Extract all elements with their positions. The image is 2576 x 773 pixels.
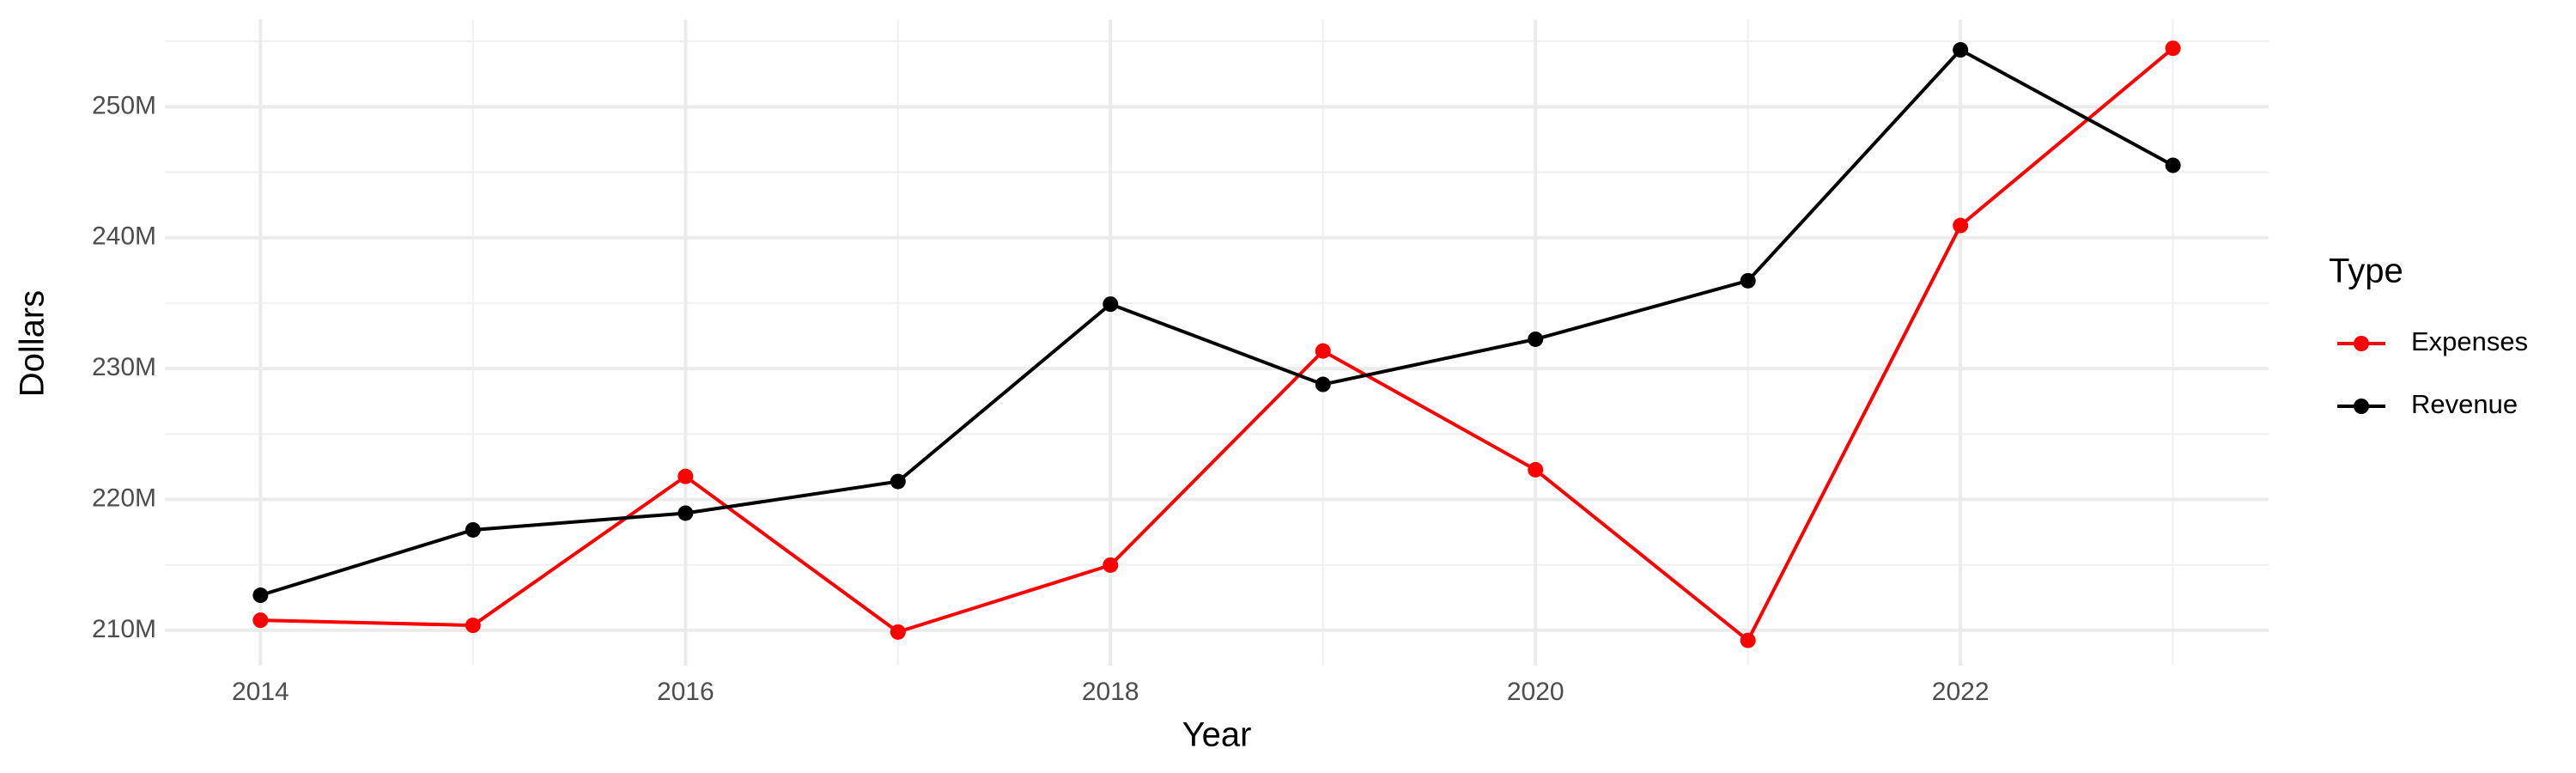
data-point <box>465 618 481 634</box>
data-point <box>2165 157 2181 173</box>
x-tick-label: 2014 <box>232 678 289 706</box>
legend-title: Type <box>2329 253 2403 290</box>
series-line <box>260 46 2174 643</box>
grid <box>165 20 2269 666</box>
legend-key-point <box>2354 336 2369 351</box>
y-tick-label: 240M <box>92 222 156 251</box>
data-point <box>1740 632 1756 648</box>
data-point <box>1740 272 1756 289</box>
data-point <box>1315 376 1331 393</box>
data-point <box>677 468 694 484</box>
x-axis-title: Year <box>1182 716 1252 754</box>
data-point <box>1953 42 1969 58</box>
x-tick-label: 2022 <box>1932 678 1990 706</box>
y-tick-label: 250M <box>92 91 156 119</box>
data-point <box>252 612 269 629</box>
y-tick-label: 210M <box>92 615 156 643</box>
data-point <box>1315 343 1331 359</box>
data-point <box>890 473 906 490</box>
data-point <box>1103 296 1119 313</box>
data-point <box>1528 461 1544 478</box>
data-point <box>2165 40 2181 57</box>
legend-key-point <box>2354 399 2369 414</box>
data-point <box>1528 331 1544 347</box>
x-tick-label: 2016 <box>657 678 714 706</box>
y-tick-label: 230M <box>92 353 156 381</box>
x-tick-label: 2020 <box>1507 678 1564 706</box>
y-tick-label: 220M <box>92 484 156 512</box>
data-point <box>465 521 481 538</box>
legend-label: Revenue <box>2411 389 2518 419</box>
data-point <box>1103 557 1119 573</box>
data-point <box>677 505 694 521</box>
x-tick-label: 2018 <box>1082 678 1139 706</box>
data-point <box>890 624 906 640</box>
data-point <box>252 587 269 604</box>
y-axis-title: Dollars <box>14 290 52 397</box>
data-point <box>1953 217 1969 234</box>
legend-label: Expenses <box>2411 326 2528 356</box>
plot-area <box>252 40 2181 648</box>
series-line <box>259 47 2174 597</box>
